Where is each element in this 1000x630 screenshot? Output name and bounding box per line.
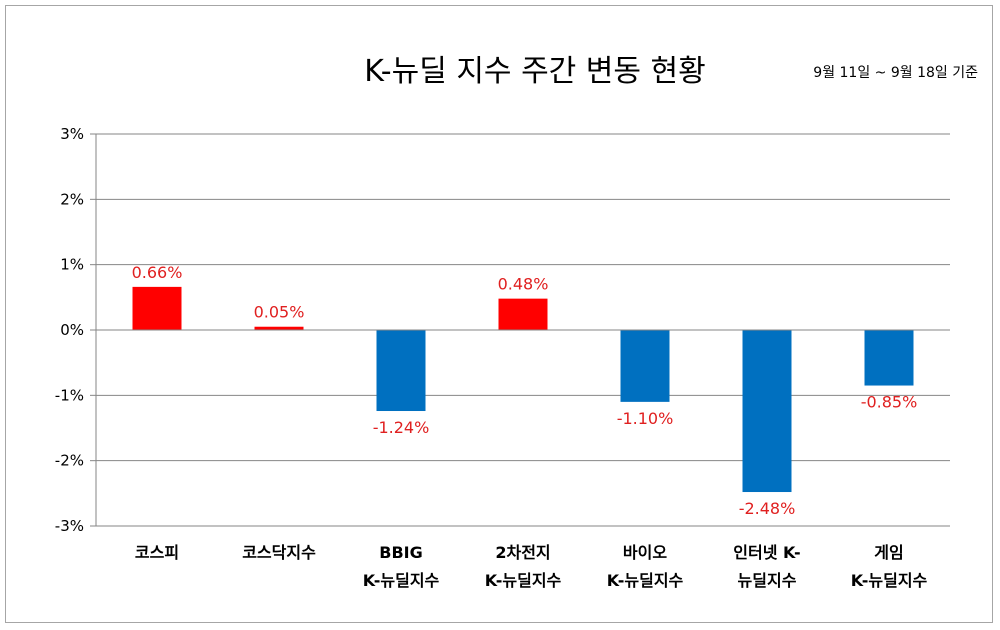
data-label: 0.05% (254, 303, 305, 322)
bar (742, 330, 792, 493)
y-tick-label: 1% (60, 256, 84, 274)
x-category-label: K-뉴딜지수 (851, 571, 928, 590)
bar (498, 298, 548, 330)
y-tick-label: 0% (60, 321, 84, 339)
x-category-label: 2차전지 (495, 543, 550, 562)
bar (864, 330, 914, 386)
data-label: -2.48% (739, 499, 796, 518)
bar (254, 326, 304, 330)
x-category-label: 뉴딜지수 (738, 571, 797, 590)
x-category-label: 코스닥지수 (242, 543, 316, 562)
data-label: 0.66% (132, 263, 183, 282)
x-category-label: K-뉴딜지수 (363, 571, 440, 590)
chart-frame (5, 5, 993, 623)
x-category-label: K-뉴딜지수 (485, 571, 562, 590)
y-tick-label: -3% (55, 517, 84, 535)
data-label: -1.10% (617, 409, 674, 428)
chart-title: K-뉴딜 지수 주간 변동 현황 (364, 54, 706, 89)
x-category-label: 게임 (874, 543, 903, 562)
x-category-label: K-뉴딜지수 (607, 571, 684, 590)
bar (376, 330, 426, 412)
data-label: -0.85% (861, 393, 918, 412)
y-tick-label: -2% (55, 452, 84, 470)
chart-subtitle: 9월 11일 ~ 9월 18일 기준 (813, 65, 978, 81)
bar (620, 330, 670, 402)
x-category-label: 바이오 (623, 543, 667, 562)
bar (132, 286, 182, 330)
x-category-label: BBIG (379, 543, 422, 562)
y-tick-label: 3% (60, 125, 84, 143)
y-tick-label: 2% (60, 190, 84, 208)
y-tick-label: -1% (55, 386, 84, 404)
x-category-label: 인터넷 K- (733, 543, 800, 562)
x-category-label: 코스피 (135, 543, 179, 562)
data-label: -1.24% (373, 418, 430, 437)
data-label: 0.48% (498, 275, 549, 294)
